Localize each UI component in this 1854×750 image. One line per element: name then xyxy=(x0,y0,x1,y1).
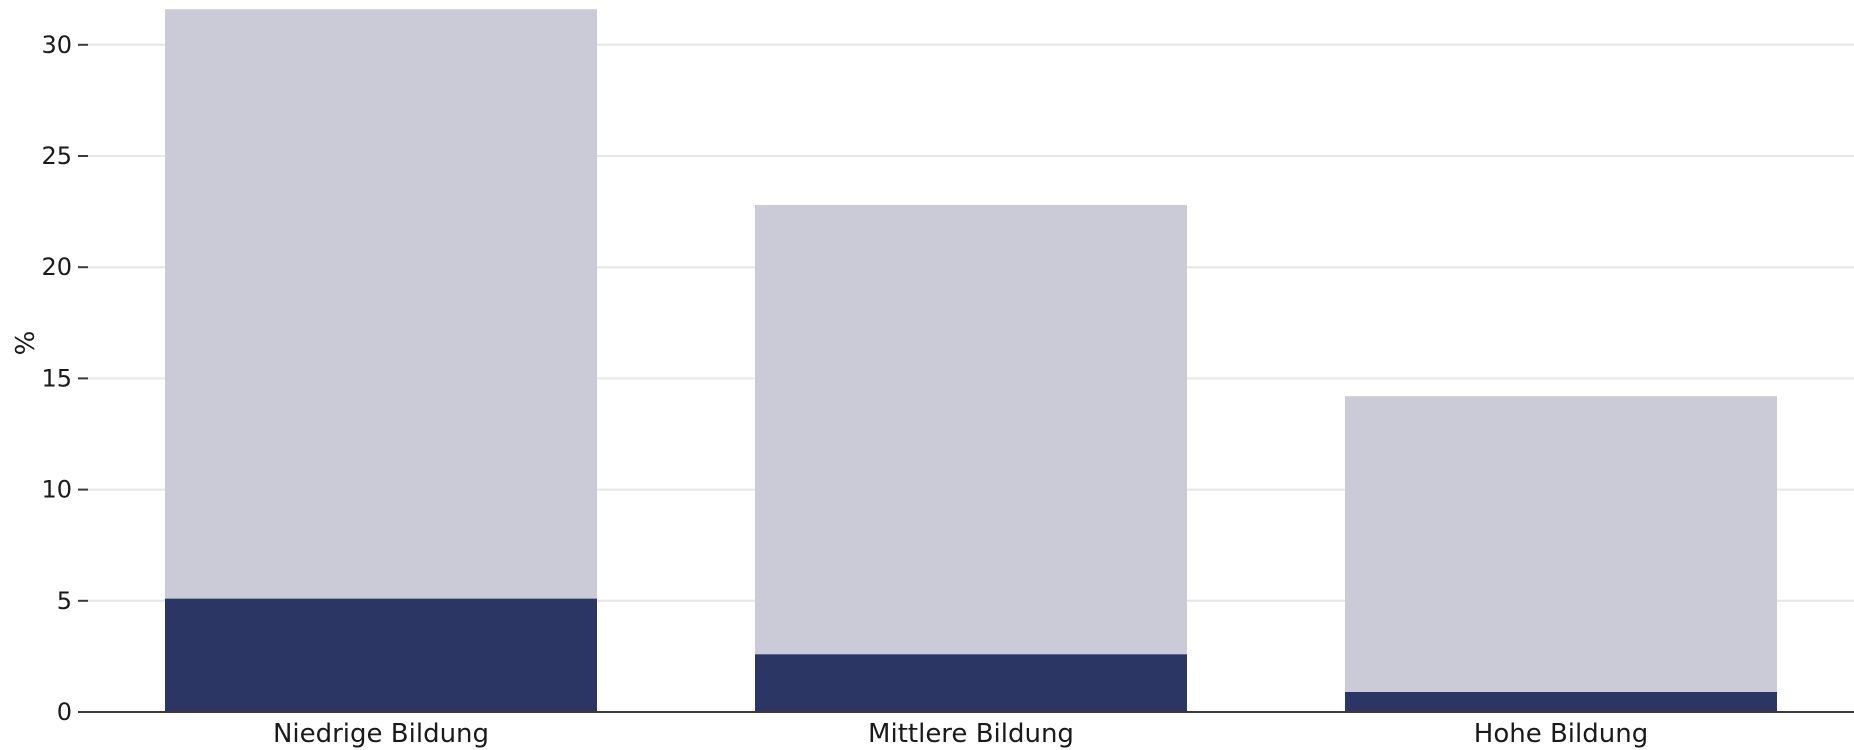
y-axis-label: % xyxy=(11,331,41,356)
y-tick-label-25: 25 xyxy=(41,142,72,170)
bar-segment-1-1 xyxy=(165,598,597,712)
bar-segment-1-3 xyxy=(1345,691,1777,712)
x-tick-label-1: Niedrige Bildung xyxy=(273,719,489,749)
x-tick-labels: Niedrige Bildung Mittlere Bildung Hohe Bil… xyxy=(273,719,1648,749)
y-tick-label-20: 20 xyxy=(41,253,72,281)
x-tick-label-3: Hohe Bildung xyxy=(1474,719,1648,749)
y-tick-label-0: 0 xyxy=(57,698,72,726)
bar-segment-2-3 xyxy=(1345,396,1777,692)
y-tick-label-15: 15 xyxy=(41,364,72,392)
y-tick-label-5: 5 xyxy=(57,587,72,615)
y-tick-label-10: 10 xyxy=(41,476,72,504)
axes xyxy=(78,43,1854,713)
y-tick-label-30: 30 xyxy=(41,31,72,59)
bars xyxy=(165,9,1777,712)
bar-segment-2-2 xyxy=(755,204,1187,655)
x-tick-label-2: Mittlere Bildung xyxy=(868,719,1074,749)
bar-segment-1-2 xyxy=(755,654,1187,712)
y-tick-labels: 0 5 10 15 20 25 30 xyxy=(41,31,72,726)
bar-segment-2-1 xyxy=(165,9,597,599)
